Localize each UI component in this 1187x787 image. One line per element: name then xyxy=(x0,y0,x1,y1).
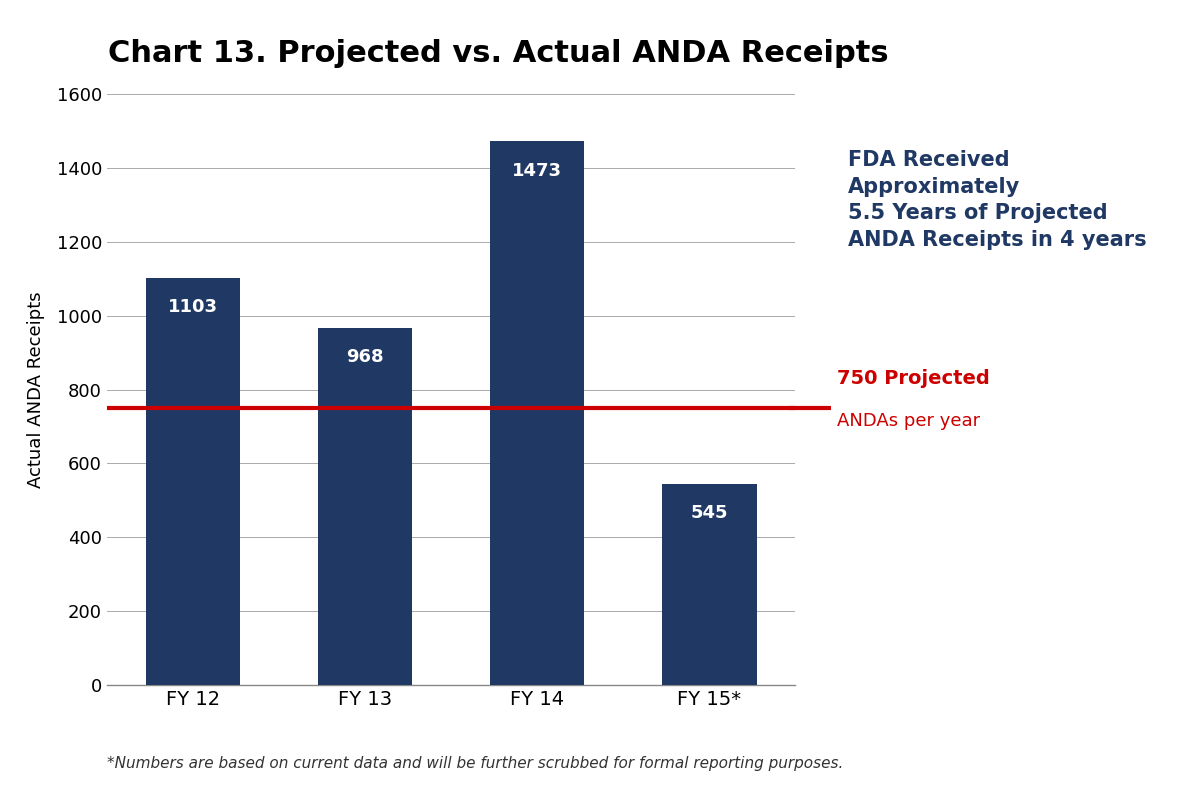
Text: 750 Projected: 750 Projected xyxy=(837,369,990,388)
Text: ANDAs per year: ANDAs per year xyxy=(837,412,980,430)
Bar xyxy=(146,278,240,685)
Bar xyxy=(490,142,584,685)
Text: 1473: 1473 xyxy=(512,161,563,179)
Text: 545: 545 xyxy=(691,504,728,522)
Text: FDA Received
Approximately
5.5 Years of Projected
ANDA Receipts in 4 years: FDA Received Approximately 5.5 Years of … xyxy=(848,150,1147,249)
Text: *Numbers are based on current data and will be further scrubbed for formal repor: *Numbers are based on current data and w… xyxy=(107,756,843,770)
Text: Chart 13. Projected vs. Actual ANDA Receipts: Chart 13. Projected vs. Actual ANDA Rece… xyxy=(108,39,889,68)
Bar xyxy=(318,327,412,685)
Y-axis label: Actual ANDA Receipts: Actual ANDA Receipts xyxy=(27,291,45,488)
Text: 968: 968 xyxy=(347,348,383,366)
Text: 1103: 1103 xyxy=(167,298,218,316)
Bar xyxy=(662,484,756,685)
